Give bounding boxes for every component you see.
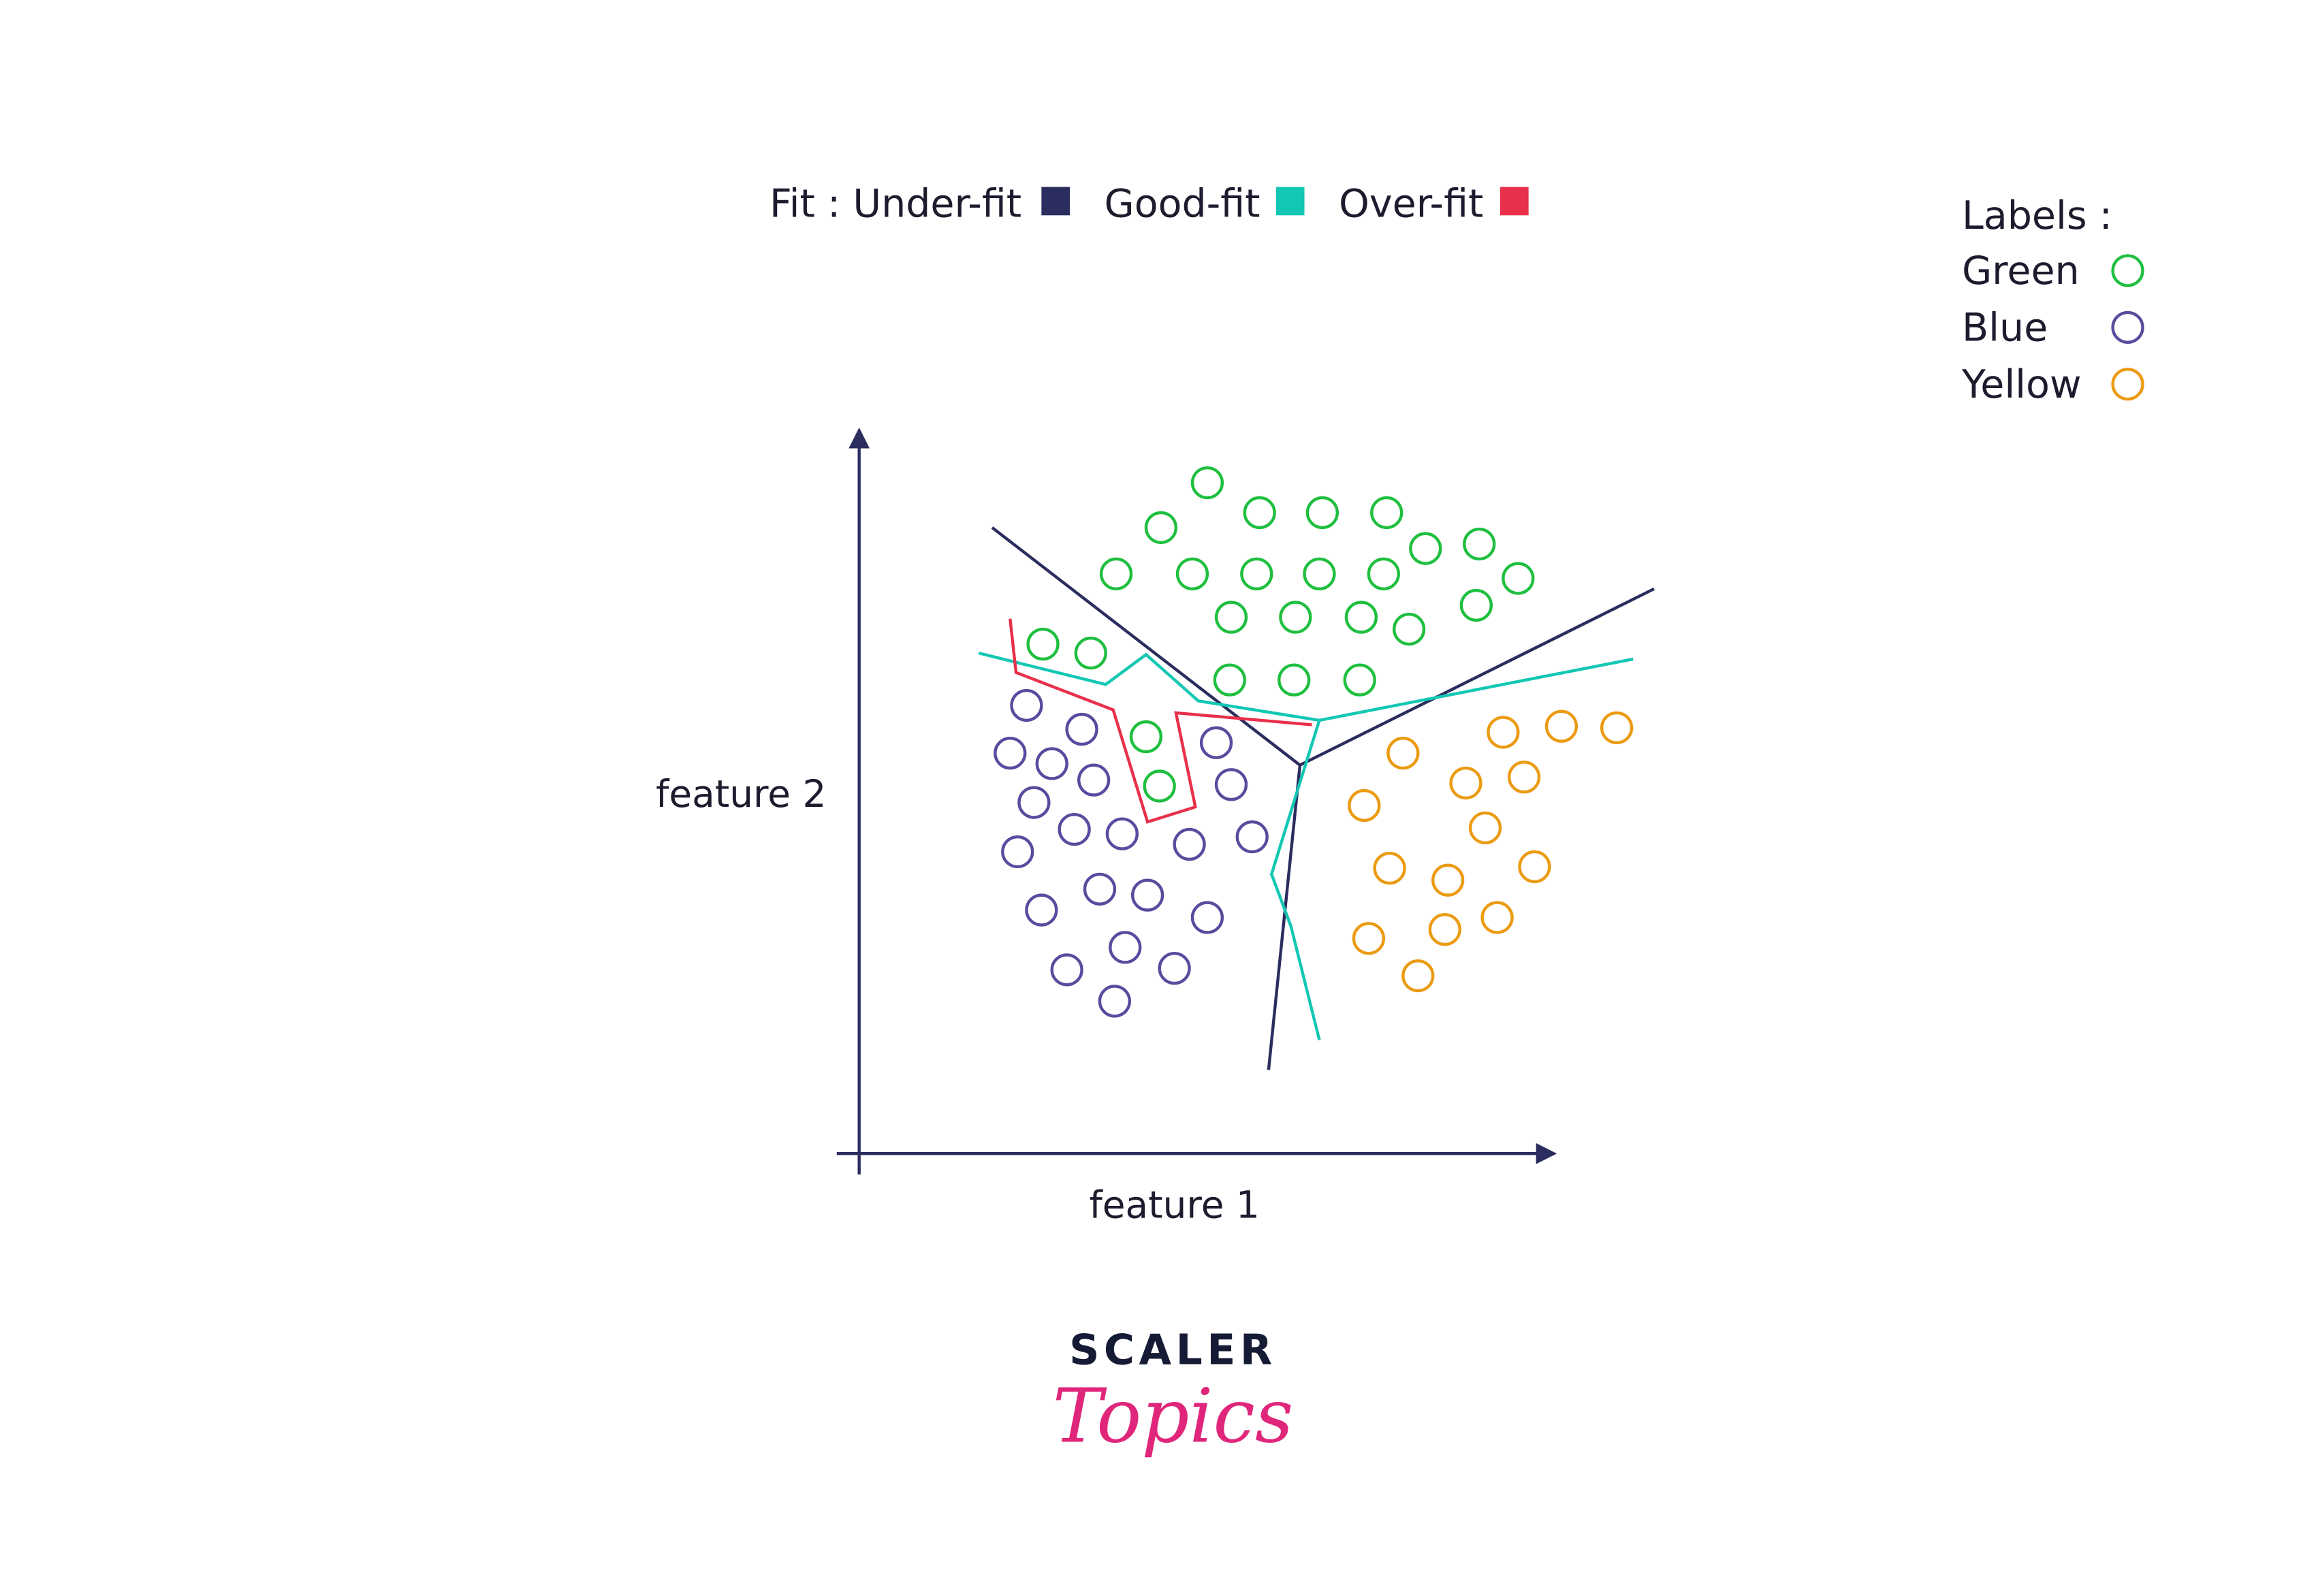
yellow-point bbox=[1428, 912, 1461, 946]
fit-legend: Fit : Under-fit Good-fit Over-fit bbox=[770, 181, 1529, 226]
green-point bbox=[1409, 532, 1442, 565]
blue-point bbox=[1035, 747, 1068, 780]
blue-point bbox=[1214, 768, 1248, 801]
logo-topics-text: Topics bbox=[1053, 1373, 1294, 1460]
under-fit-boundary-upper bbox=[991, 526, 1655, 767]
data-points bbox=[994, 466, 1634, 1018]
green-point bbox=[1343, 663, 1376, 697]
blue-point bbox=[1235, 820, 1269, 854]
blue-point bbox=[1058, 812, 1091, 846]
yellow-point bbox=[1373, 851, 1406, 885]
yellow-point bbox=[1518, 850, 1551, 884]
green-point bbox=[1278, 663, 1311, 697]
x-axis-label: feature 1 bbox=[1089, 1183, 1259, 1227]
blue-point bbox=[1109, 931, 1142, 964]
good-fit-label: Good-fit bbox=[1105, 181, 1260, 226]
y-axis-label: feature 2 bbox=[656, 772, 826, 816]
scaler-topics-logo: SCALER Topics bbox=[1053, 1326, 1294, 1460]
blue-circle-icon bbox=[2111, 310, 2144, 344]
labels-legend: Labels : Green Blue Yellow bbox=[1961, 193, 2144, 407]
green-circle-icon bbox=[2111, 254, 2144, 287]
blue-point bbox=[1173, 827, 1206, 861]
blue-point bbox=[1010, 688, 1043, 722]
yellow-point bbox=[1431, 863, 1465, 897]
green-point bbox=[1459, 588, 1493, 622]
green-point bbox=[1463, 527, 1496, 561]
green-point bbox=[1370, 496, 1403, 530]
green-point bbox=[1279, 601, 1312, 634]
under-fit-swatch bbox=[1041, 187, 1070, 216]
green-point bbox=[1190, 466, 1224, 500]
blue-point bbox=[1158, 952, 1191, 985]
yellow-point bbox=[1401, 959, 1435, 993]
green-point bbox=[1344, 601, 1378, 634]
green-point bbox=[1392, 612, 1426, 646]
blue-label: Blue bbox=[1962, 306, 2048, 351]
blue-point bbox=[1190, 901, 1224, 934]
green-point bbox=[1367, 557, 1400, 591]
blue-point bbox=[1017, 786, 1051, 819]
axes: feature 1 feature 2 bbox=[656, 427, 1557, 1227]
good-fit-boundary-lower bbox=[1269, 720, 1321, 1040]
yellow-point bbox=[1468, 811, 1502, 845]
blue-point bbox=[1098, 985, 1132, 1018]
yellow-point bbox=[1348, 788, 1381, 823]
blue-point bbox=[1083, 872, 1117, 906]
green-point bbox=[1143, 769, 1176, 803]
green-point bbox=[1026, 627, 1060, 661]
over-fit-label: Over-fit bbox=[1339, 181, 1483, 226]
yellow-label: Yellow bbox=[1961, 362, 2082, 407]
green-point bbox=[1099, 557, 1133, 591]
blue-point bbox=[1065, 712, 1098, 746]
decision-boundaries bbox=[978, 526, 1655, 1070]
green-point bbox=[1502, 562, 1535, 595]
blue-point bbox=[1105, 817, 1139, 850]
yellow-point bbox=[1507, 761, 1541, 794]
green-point bbox=[1074, 637, 1107, 670]
blue-point bbox=[1077, 763, 1111, 797]
blue-point bbox=[1131, 878, 1164, 912]
fit-legend-prefix: Fit : Under-fit bbox=[770, 181, 1021, 226]
green-point bbox=[1243, 496, 1276, 530]
green-point bbox=[1240, 557, 1273, 591]
yellow-point bbox=[1600, 711, 1634, 745]
y-axis-arrow-icon bbox=[848, 427, 870, 449]
green-point bbox=[1144, 511, 1178, 544]
blue-point bbox=[1199, 726, 1233, 759]
green-label: Green bbox=[1962, 249, 2080, 293]
over-fit-swatch bbox=[1500, 187, 1529, 216]
blue-point bbox=[1001, 835, 1034, 869]
good-fit-swatch bbox=[1275, 187, 1305, 216]
labels-legend-title: Labels : bbox=[1962, 193, 2112, 238]
yellow-circle-icon bbox=[2111, 368, 2144, 401]
blue-point bbox=[1025, 893, 1058, 927]
logo-scaler-text: SCALER bbox=[1069, 1326, 1277, 1375]
yellow-point bbox=[1487, 716, 1520, 749]
good-fit-boundary-upper bbox=[978, 652, 1634, 722]
yellow-point bbox=[1352, 922, 1386, 955]
yellow-point bbox=[1449, 766, 1482, 800]
green-point bbox=[1214, 601, 1248, 634]
yellow-point bbox=[1480, 901, 1514, 934]
yellow-point bbox=[1386, 737, 1420, 770]
yellow-point bbox=[1544, 709, 1579, 743]
x-axis-arrow-icon bbox=[1536, 1143, 1557, 1164]
green-point bbox=[1175, 557, 1209, 591]
green-point bbox=[1129, 720, 1163, 754]
green-point bbox=[1213, 663, 1246, 697]
over-fit-boundary bbox=[1009, 618, 1312, 824]
green-point bbox=[1305, 496, 1339, 530]
under-fit-boundary-lower bbox=[1267, 765, 1302, 1070]
blue-point bbox=[1050, 953, 1083, 987]
blue-point bbox=[994, 737, 1027, 770]
green-point bbox=[1303, 557, 1336, 591]
